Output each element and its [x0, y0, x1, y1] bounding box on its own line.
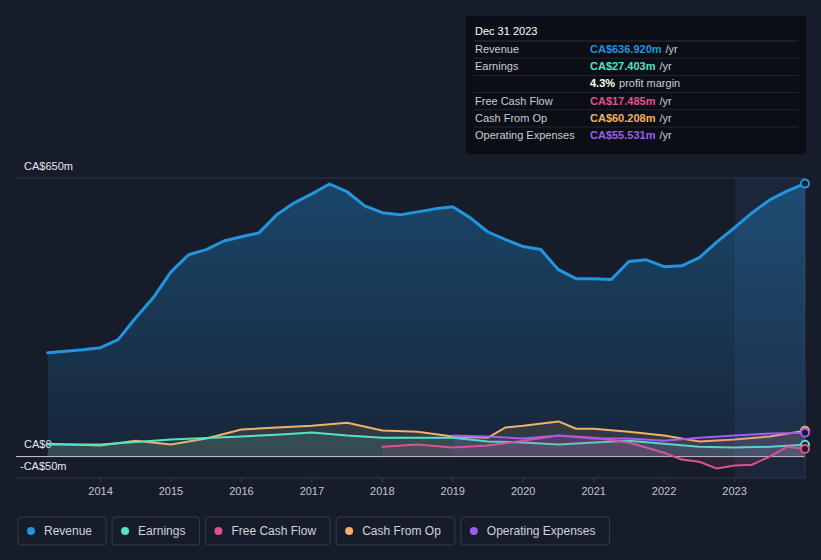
legend-item: Revenue [18, 517, 106, 545]
x-tick-label: 2016 [229, 485, 253, 497]
x-tick [100, 478, 101, 482]
tooltip-date: Dec 31 2023 [475, 25, 537, 37]
tooltip-separator [474, 58, 798, 59]
tooltip-unit: /yr [659, 129, 672, 141]
legend-box [112, 517, 199, 545]
tooltip-separator [474, 41, 798, 42]
legend-box [18, 517, 106, 545]
legend-swatch [470, 527, 478, 535]
tooltip-separator [474, 109, 798, 110]
x-tick-label: 2018 [370, 485, 394, 497]
tooltip-label: Free Cash Flow [475, 95, 553, 107]
tooltip-label: Revenue [475, 43, 519, 55]
series-line [48, 184, 805, 353]
y-tick-label: CA$650m [24, 160, 73, 172]
x-tick [241, 478, 242, 482]
background [0, 0, 821, 560]
tooltip-value: CA$60.208m [590, 112, 656, 124]
tooltip-value: 4.3% [590, 77, 615, 89]
legend-box [336, 517, 455, 545]
x-tick-label: 2023 [722, 485, 746, 497]
end-marker [801, 429, 809, 437]
tooltip-separator [474, 127, 798, 128]
tooltip-label: Earnings [475, 60, 519, 72]
legend-label: Operating Expenses [487, 524, 596, 538]
grid-line [16, 178, 805, 179]
plot-area [48, 184, 805, 469]
tooltip-separator [474, 75, 798, 76]
tooltip-box [466, 16, 806, 154]
series-area [48, 184, 805, 457]
series-area [453, 433, 805, 457]
end-marker [801, 445, 809, 453]
x-tick [523, 478, 524, 482]
legend-swatch [345, 527, 353, 535]
x-tick [382, 478, 383, 482]
x-tick [593, 478, 594, 482]
legend-swatch [121, 527, 129, 535]
x-tick-label: 2019 [441, 485, 465, 497]
legend-item: Earnings [112, 517, 199, 545]
y-tick-label: -CA$50m [20, 460, 66, 472]
tooltip-label: Cash From Op [475, 112, 547, 124]
tooltip-unit: /yr [659, 60, 672, 72]
legend-item: Free Cash Flow [205, 517, 330, 545]
x-tick [734, 478, 735, 482]
legend-label: Free Cash Flow [231, 524, 316, 538]
tooltip-value: CA$27.403m [590, 60, 656, 72]
tooltip-value: CA$17.485m [590, 95, 656, 107]
x-tick-label: 2014 [88, 485, 112, 497]
x-tick-label: 2015 [159, 485, 183, 497]
legend-swatch [27, 527, 35, 535]
legend-swatch [214, 527, 222, 535]
legend-item: Operating Expenses [461, 517, 610, 545]
tooltip-unit: /yr [659, 112, 672, 124]
legend-box [461, 517, 610, 545]
x-tick [170, 478, 171, 482]
legend-label: Revenue [44, 524, 92, 538]
legend-label: Cash From Op [362, 524, 441, 538]
x-tick [452, 478, 453, 482]
tooltip-unit: profit margin [619, 77, 680, 89]
legend-item: Cash From Op [336, 517, 455, 545]
x-tick-label: 2017 [300, 485, 324, 497]
tooltip-value: CA$55.531m [590, 129, 656, 141]
grid-line [16, 478, 805, 479]
x-tick [664, 478, 665, 482]
chart: -CA$50mCA$0CA$650m2014201520162017201820… [0, 0, 821, 560]
x-tick-label: 2020 [511, 485, 535, 497]
x-tick-label: 2022 [652, 485, 676, 497]
x-tick [311, 478, 312, 482]
tooltip-label: Operating Expenses [475, 129, 575, 141]
tooltip-value: CA$636.920m [590, 43, 662, 55]
tooltip-separator [474, 92, 798, 93]
series-line [453, 433, 805, 441]
x-tick-label: 2021 [581, 485, 605, 497]
end-marker [801, 180, 809, 188]
legend-box [205, 517, 330, 545]
tooltip-unit: /yr [666, 43, 679, 55]
tooltip-unit: /yr [659, 95, 672, 107]
legend-label: Earnings [138, 524, 185, 538]
